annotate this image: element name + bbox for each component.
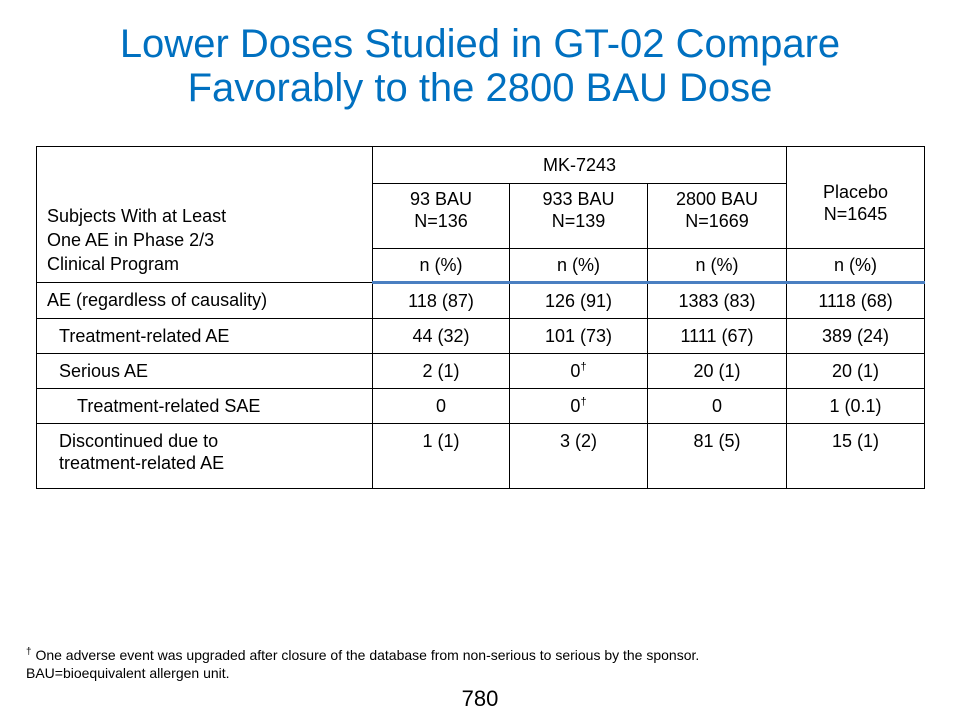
table-cell: 15 (1) [786,423,926,489]
column-unit-label: n (%) [509,248,648,284]
table-cell-with-dagger: 0† [509,353,648,389]
table-cell: 118 (87) [372,282,510,319]
column-unit-label: n (%) [372,248,510,284]
table-cell: 0 [646,388,788,424]
table-row: Treatment-related SAE 0 0† 0 1 (0.1) [36,388,926,424]
footnote: † One adverse event was upgraded after c… [26,646,946,682]
row-label: AE (regardless of causality) [36,282,373,319]
table-cell: 101 (73) [509,318,648,354]
table-cell: 1118 (68) [786,282,926,319]
column-header-dose: 933 BAU [542,189,615,209]
table-cell: 20 (1) [786,353,926,389]
column-header-dose: 2800 BAU [675,189,759,209]
column-header-n: N=1645 [823,203,888,224]
row-header-line: Subjects With at Least [47,206,227,226]
page-number: 780 [461,686,499,711]
footnote-line-2: BAU=bioequivalent allergen unit. [26,665,230,681]
column-header-93-bau: 93 BAU N=136 [372,183,510,249]
cell-value: 0 [570,395,581,416]
row-label: Discontinued due to treatment-related AE [36,423,373,489]
adverse-events-table: Subjects With at Least One AE in Phase 2… [36,146,926,489]
column-header-n: N=136 [414,211,468,231]
column-unit-label: n (%) [646,248,788,284]
dagger-footnote-mark: † [580,395,587,408]
row-label-line: treatment-related AE [59,453,225,473]
table-cell: 1 (1) [372,423,510,489]
column-header-dose: 93 BAU [409,189,473,209]
table-cell-with-dagger: 0† [509,388,648,424]
row-header-line: One AE in Phase 2/3 [47,230,215,250]
slide-title: Lower Doses Studied in GT-02 Compare Fav… [0,22,960,110]
cell-value: 0 [570,360,581,381]
row-label: Treatment-related AE [36,318,373,354]
footnote-line-1: † One adverse event was upgraded after c… [26,646,946,664]
column-header-dose: Placebo [823,181,889,202]
table-cell: 0 [372,388,510,424]
footnote-dagger-mark: † [26,646,32,658]
column-unit-label: n (%) [786,248,926,284]
table-cell: 44 (32) [372,318,510,354]
table-cell: 1 (0.1) [786,388,926,424]
table-cell: 3 (2) [509,423,648,489]
slide-title-line-1: Lower Doses Studied in GT-02 Compare [119,22,841,66]
table-row: AE (regardless of causality) 118 (87) 12… [36,282,926,319]
table-cell: 1383 (83) [646,282,788,319]
table-cell: 389 (24) [786,318,926,354]
footnote-text: One adverse event was upgraded after clo… [35,647,700,663]
table-row: Serious AE 2 (1) 0† 20 (1) 20 (1) [36,353,926,389]
row-label-line: Discontinued due to [59,431,219,451]
row-label: Serious AE [36,353,373,389]
table-cell: 81 (5) [646,423,788,489]
row-label: Treatment-related SAE [36,388,373,424]
column-header-n: N=1669 [685,211,749,231]
table-row: Discontinued due to treatment-related AE… [36,423,926,489]
table-cell: 2 (1) [372,353,510,389]
slide-title-line-2: Favorably to the 2800 BAU Dose [187,66,773,110]
table-cell: 126 (91) [509,282,648,319]
row-header-line: Clinical Program [47,254,180,274]
table-cell: 1111 (67) [646,318,788,354]
table-row: Treatment-related AE 44 (32) 101 (73) 11… [36,318,926,354]
group-header-mk7243: MK-7243 [371,146,788,184]
column-header-933-bau: 933 BAU N=139 [509,183,648,249]
table-cell: 20 (1) [646,353,788,389]
row-header-cell: Subjects With at Least One AE in Phase 2… [36,146,373,283]
dagger-footnote-mark: † [580,360,587,373]
column-header-n: N=139 [551,211,606,231]
column-header-2800-bau: 2800 BAU N=1669 [646,183,788,249]
column-header-placebo: Placebo N=1645 [786,146,926,249]
